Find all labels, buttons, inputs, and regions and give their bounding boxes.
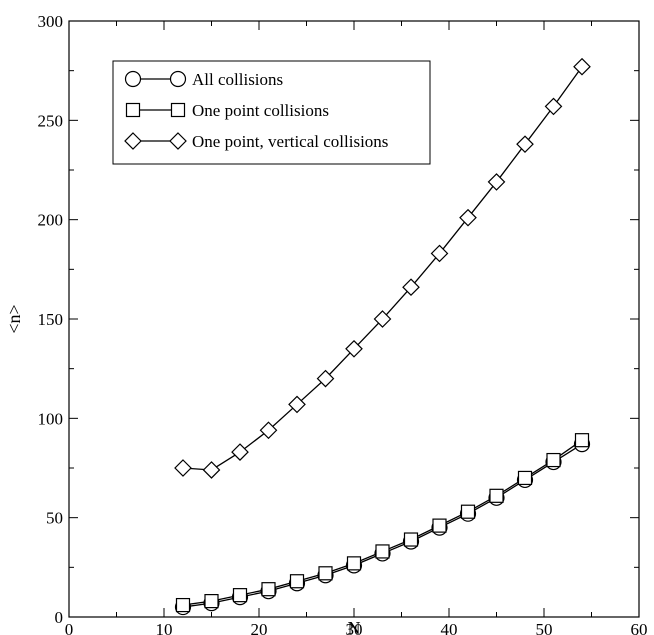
x-tick-label: 10 <box>156 620 173 635</box>
y-tick-label: 200 <box>38 211 64 230</box>
legend-marker <box>169 132 187 150</box>
legend-marker <box>124 132 142 150</box>
x-tick-label: 60 <box>631 620 648 635</box>
series-circle <box>174 436 591 616</box>
data-point-square <box>403 532 419 547</box>
data-point-diamond <box>231 443 249 461</box>
data-point-diamond <box>516 135 534 154</box>
legend-label: One point collisions <box>192 101 329 120</box>
data-point-square <box>517 470 533 486</box>
legend-label: One point, vertical collisions <box>192 132 388 151</box>
x-tick-label: 50 <box>536 620 553 635</box>
x-tick-label: 30 <box>346 620 363 635</box>
x-tick-label: 20 <box>251 620 268 635</box>
data-point-square <box>318 566 333 581</box>
series-layer <box>174 57 591 616</box>
data-point-diamond <box>487 173 506 191</box>
y-tick-label: 50 <box>46 509 63 528</box>
data-point-square <box>432 518 447 533</box>
legend-entry: All collisions <box>124 70 283 89</box>
data-point-diamond <box>288 395 306 414</box>
data-point-square <box>346 556 362 571</box>
data-point-diamond <box>430 244 449 263</box>
legend-entry: One point, vertical collisions <box>124 132 388 151</box>
legend: All collisions One point collisions One po… <box>112 60 431 165</box>
y-tick-label: 150 <box>38 310 64 329</box>
data-point-diamond <box>345 339 363 358</box>
x-tick-label: 0 <box>65 620 74 635</box>
series-line <box>182 443 583 608</box>
y-tick-label: 0 <box>55 608 64 627</box>
data-point-square <box>489 488 504 503</box>
data-point-diamond <box>174 459 192 477</box>
data-point-square <box>546 452 561 468</box>
series-diamond <box>174 57 591 479</box>
data-point-diamond <box>573 57 591 76</box>
data-point-diamond <box>259 421 278 440</box>
data-point-square <box>574 433 590 448</box>
legend-entry: One point collisions <box>125 101 329 120</box>
x-axis-ticks: 0 10 20 30 40 50 60 <box>65 21 648 635</box>
data-point-diamond <box>544 97 563 116</box>
data-point-diamond <box>202 461 221 479</box>
x-axis-label: N <box>348 618 361 635</box>
legend-marker <box>170 102 186 118</box>
y-axis-label: <n> <box>4 304 24 333</box>
legend-label: All collisions <box>192 70 283 89</box>
y-tick-label: 300 <box>38 12 64 31</box>
y-axis-ticks: 0 50 100 150 200 250 300 <box>38 12 639 627</box>
legend-marker <box>124 70 142 88</box>
y-tick-label: 250 <box>38 111 64 130</box>
data-point-diamond <box>373 310 392 328</box>
data-point-square <box>175 597 191 613</box>
legend-marker <box>169 70 187 88</box>
legend-box <box>112 60 431 165</box>
data-point-diamond <box>316 369 335 388</box>
data-point-square <box>375 544 390 559</box>
y-tick-label: 100 <box>38 409 64 428</box>
data-point-square <box>289 574 305 589</box>
data-point-diamond <box>459 208 477 227</box>
series-line <box>182 439 583 606</box>
data-point-diamond <box>402 278 420 297</box>
data-point-square <box>204 594 219 609</box>
series-square <box>175 433 590 613</box>
data-point-square <box>261 582 276 597</box>
x-tick-label: 40 <box>441 620 458 635</box>
data-point-square <box>460 504 476 519</box>
legend-marker <box>125 102 141 118</box>
data-point-square <box>232 588 248 603</box>
